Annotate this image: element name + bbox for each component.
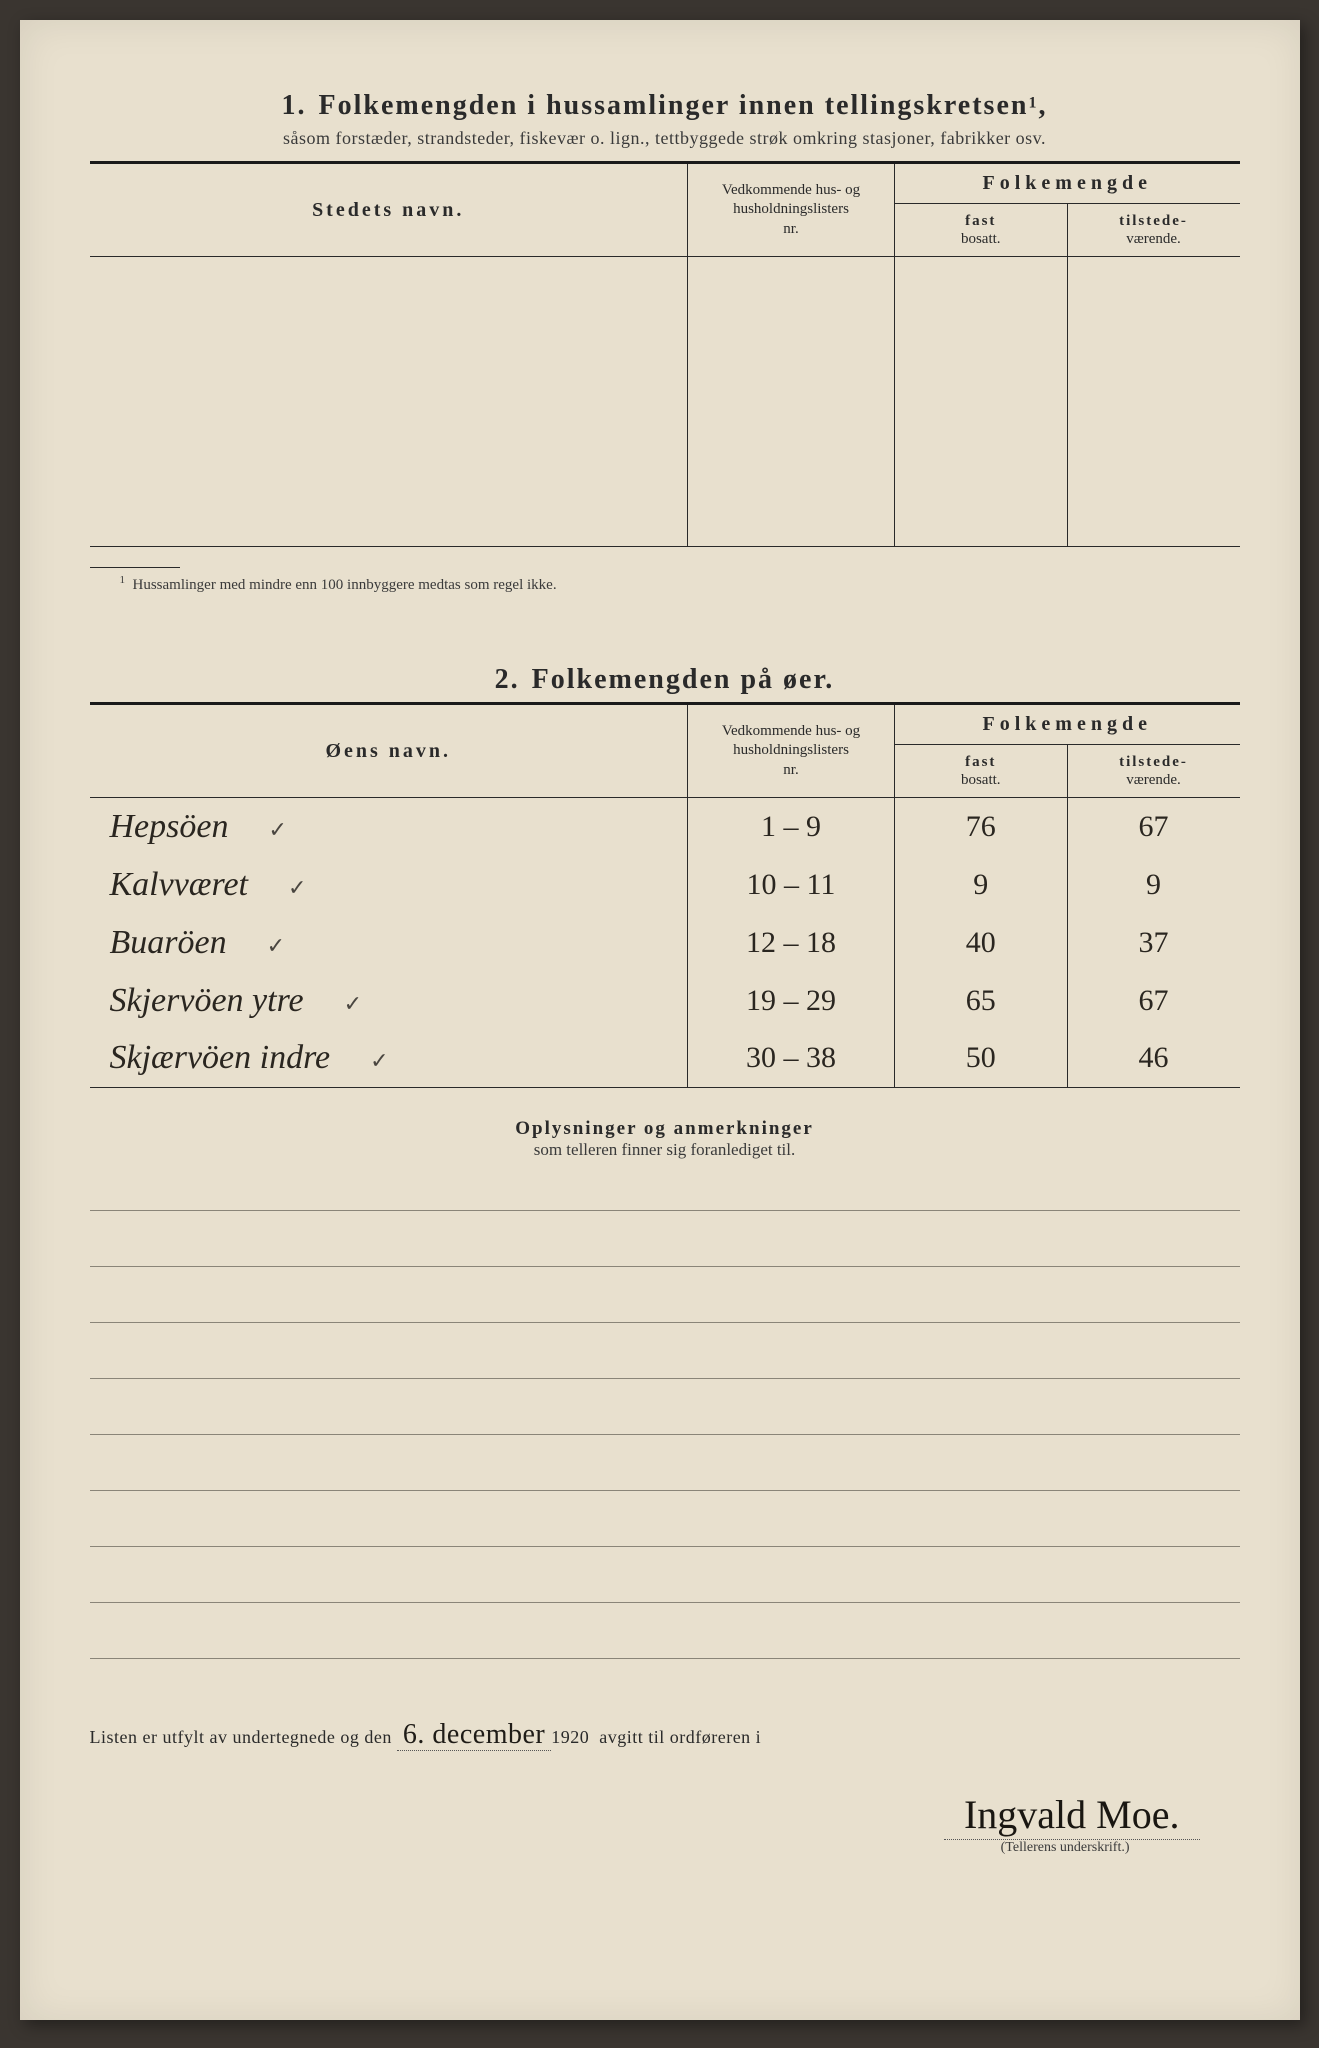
- table-row: [90, 431, 1240, 489]
- blank-line: [90, 1603, 1240, 1659]
- s1-header-folk: Folkemengde: [895, 163, 1240, 204]
- list-nr-cell: 30 – 38: [688, 1030, 895, 1088]
- s1-header-tilst: tilstede-værende.: [1067, 204, 1240, 257]
- signature-block: Ingvald Moe. (Tellerens underskrift.): [90, 1791, 1240, 1856]
- signature-label: (Tellerens underskrift.): [90, 1840, 1200, 1856]
- tilstede-cell: 67: [1067, 798, 1240, 856]
- blank-line: [90, 1547, 1240, 1603]
- tilstede-cell: 9: [1067, 856, 1240, 914]
- blank-line: [90, 1435, 1240, 1491]
- section1-number: 1.: [282, 90, 307, 121]
- table-row: Skjervöen ytre✓19 – 296567: [90, 972, 1240, 1030]
- island-name-cell: Buaröen✓: [90, 914, 688, 972]
- s2-header-nr: Vedkommende hus- og husholdningslisters …: [688, 704, 895, 798]
- blank-line: [90, 1379, 1240, 1435]
- section2-number: 2.: [495, 664, 520, 695]
- table-row: Hepsöen✓1 – 97667: [90, 798, 1240, 856]
- section1-footnote: 1 Hussamlinger med mindre enn 100 innbyg…: [90, 574, 1240, 594]
- table-row: Kalvværet✓10 – 1199: [90, 856, 1240, 914]
- s2-header-folk: Folkemengde: [895, 704, 1240, 745]
- island-name-cell: Kalvværet✓: [90, 856, 688, 914]
- island-name-cell: Skjærvöen indre✓: [90, 1030, 688, 1088]
- signature: Ingvald Moe.: [944, 1792, 1200, 1840]
- s2-header-fast: fastbosatt.: [895, 745, 1068, 798]
- island-name-cell: Hepsöen✓: [90, 798, 688, 856]
- fast-cell: 50: [895, 1030, 1068, 1088]
- blank-line: [90, 1491, 1240, 1547]
- s1-header-fast: fastbosatt.: [895, 204, 1068, 257]
- section1-sup: 1: [1028, 95, 1038, 112]
- section1-title: 1. Folkemengden i hussamlinger innen tel…: [90, 90, 1240, 122]
- footnote-rule: [90, 567, 180, 568]
- oplysninger-heading: Oplysninger og anmerkninger som telleren…: [90, 1118, 1240, 1160]
- table-row: [90, 489, 1240, 547]
- blank-line: [90, 1323, 1240, 1379]
- table-row: [90, 257, 1240, 315]
- s1-header-nr: Vedkommende hus- og husholdningslisters …: [688, 163, 895, 257]
- island-name-cell: Skjervöen ytre✓: [90, 972, 688, 1030]
- list-nr-cell: 12 – 18: [688, 914, 895, 972]
- section2-table: Øens navn. Vedkommende hus- og husholdni…: [90, 702, 1240, 1088]
- table-row: [90, 373, 1240, 431]
- fast-cell: 65: [895, 972, 1068, 1030]
- section1-heading: Folkemengden i hussamlinger innen tellin…: [319, 90, 1029, 121]
- table-row: Buaröen✓12 – 184037: [90, 914, 1240, 972]
- tilstede-cell: 67: [1067, 972, 1240, 1030]
- list-nr-cell: 10 – 11: [688, 856, 895, 914]
- section1-table: Stedets navn. Vedkommende hus- og hushol…: [90, 161, 1240, 547]
- list-nr-cell: 1 – 9: [688, 798, 895, 856]
- document-page: 1. Folkemengden i hussamlinger innen tel…: [20, 20, 1300, 2020]
- list-nr-cell: 19 – 29: [688, 972, 895, 1030]
- tilstede-cell: 46: [1067, 1030, 1240, 1088]
- blank-line: [90, 1267, 1240, 1323]
- s1-header-name: Stedets navn.: [90, 163, 688, 257]
- table-row: Skjærvöen indre✓30 – 385046: [90, 1030, 1240, 1088]
- section2-title: 2. Folkemengden på øer.: [90, 664, 1240, 696]
- fast-cell: 40: [895, 914, 1068, 972]
- s2-header-name: Øens navn.: [90, 704, 688, 798]
- footer-date-handwritten: 6. december: [397, 1719, 551, 1751]
- section1-subtitle: såsom forstæder, strandsteder, fiskevær …: [90, 128, 1240, 149]
- section2-heading: Folkemengden på øer.: [532, 664, 835, 695]
- remarks-lines: [90, 1210, 1240, 1659]
- tilstede-cell: 37: [1067, 914, 1240, 972]
- table-row: [90, 315, 1240, 373]
- fast-cell: 76: [895, 798, 1068, 856]
- blank-line: [90, 1211, 1240, 1267]
- s2-header-tilst: tilstede-værende.: [1067, 745, 1240, 798]
- footer-statement: Listen er utfylt av undertegnede og den …: [90, 1719, 1240, 1751]
- fast-cell: 9: [895, 856, 1068, 914]
